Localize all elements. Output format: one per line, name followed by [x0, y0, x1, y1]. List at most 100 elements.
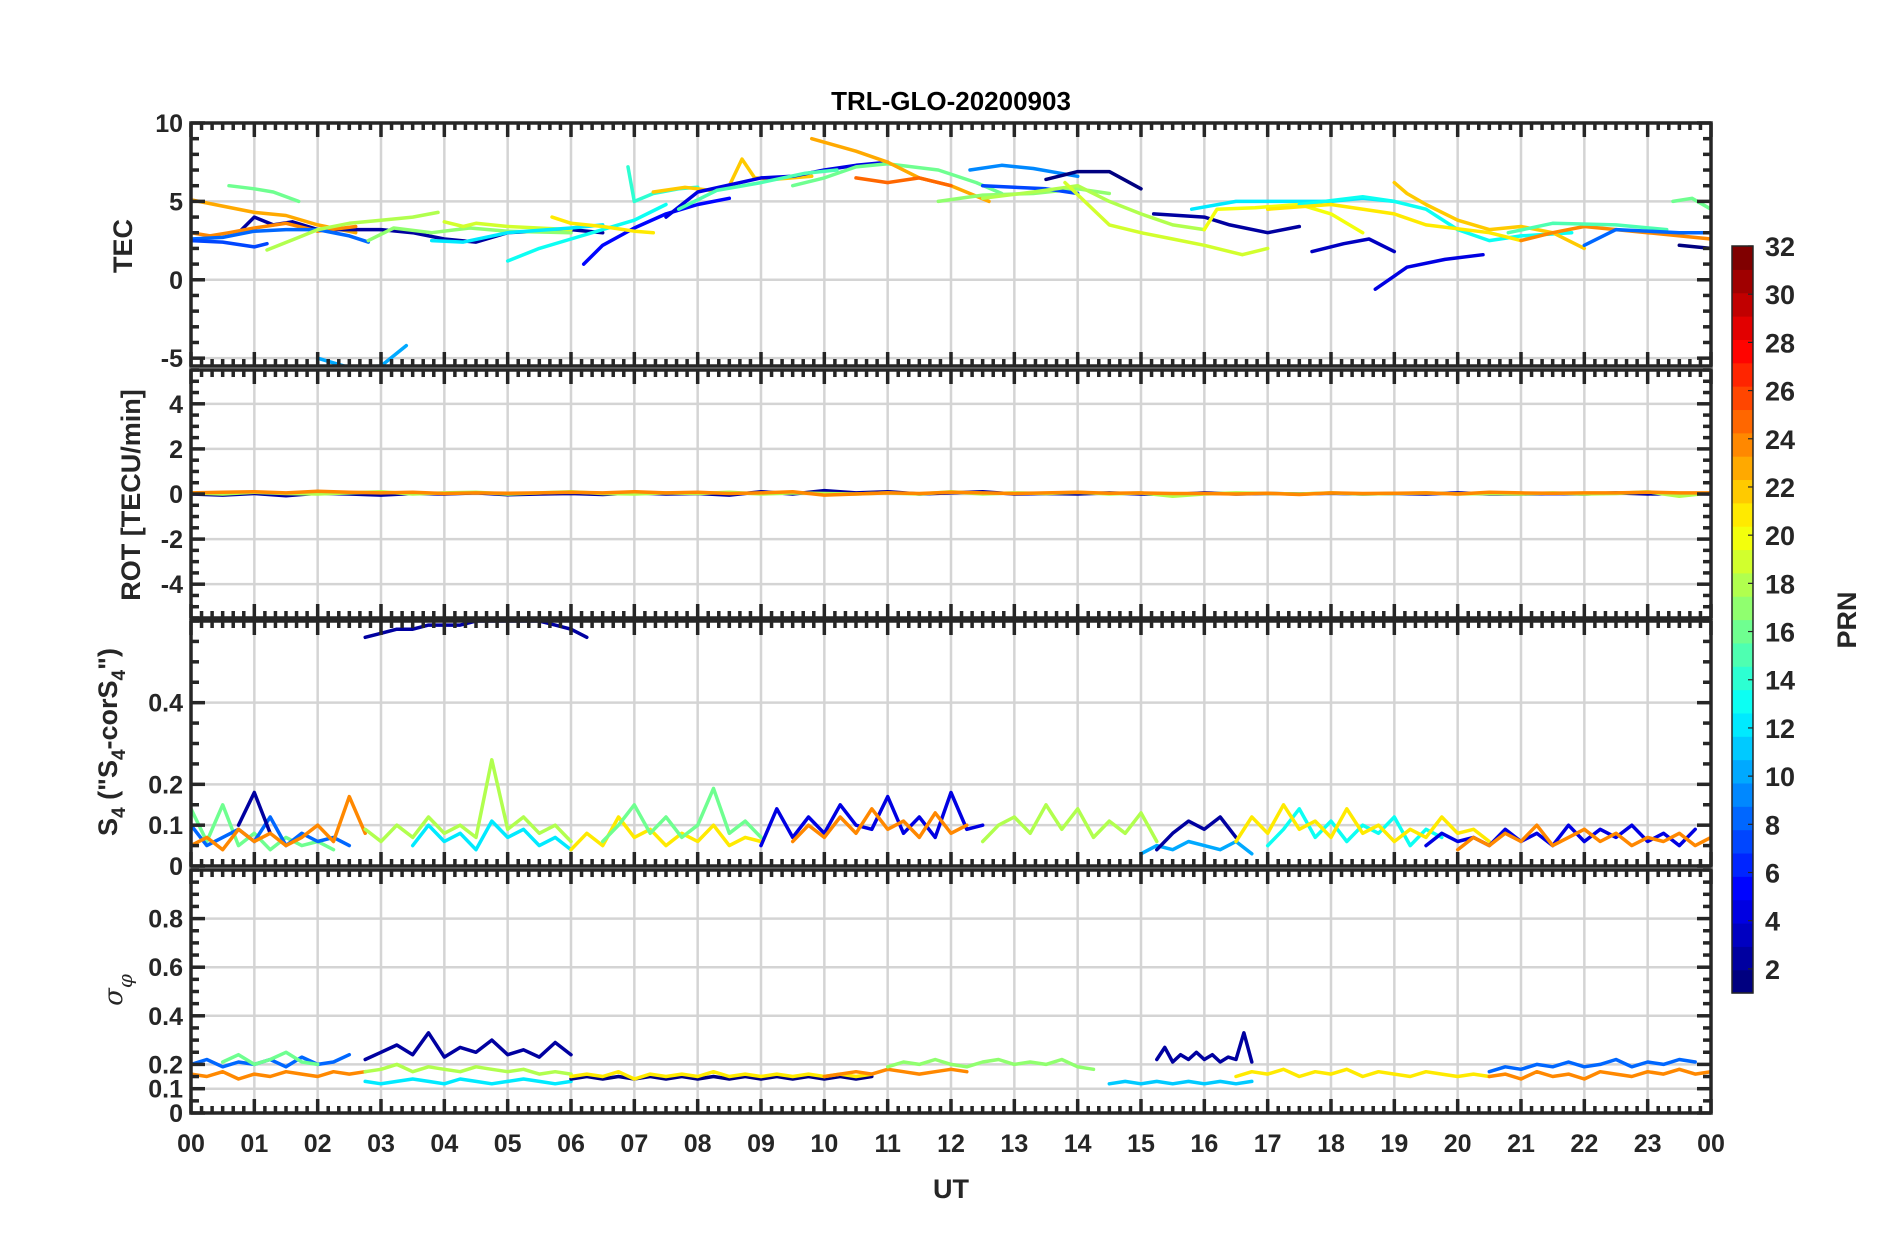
colorbar-tick-label: 18: [1765, 569, 1795, 599]
traces: [191, 136, 1711, 366]
y-tick-label: 10: [155, 110, 183, 138]
colorbar-band: [1732, 736, 1753, 761]
series-prn-22: [1392, 180, 1587, 251]
colorbar-tick-label: 2: [1765, 955, 1780, 985]
x-tick-label: 18: [1317, 1130, 1345, 1158]
colorbar-frame: [1731, 245, 1754, 994]
series-prn-11: [1107, 1079, 1254, 1086]
phi-subscript: φ: [113, 974, 137, 988]
y-tick-label: -4: [161, 571, 183, 599]
series-prn-24: [790, 807, 969, 844]
series-prn-2: [1151, 212, 1302, 235]
colorbar-tick-label: 26: [1765, 377, 1795, 407]
series-prn-21: [1234, 803, 1492, 844]
series-prn-2: [236, 790, 272, 836]
s4-label-cor: -corS: [93, 680, 123, 749]
colorbar-tick-label: 28: [1765, 328, 1795, 358]
colorbar-band: [1732, 432, 1753, 457]
y-tick-label: 5: [169, 188, 183, 216]
series-prn-16: [220, 1050, 320, 1067]
x-tick-label: 02: [304, 1130, 332, 1158]
series-prn-24: [191, 1069, 367, 1081]
colorbar-tick-label: 22: [1765, 473, 1795, 503]
colorbar-band: [1732, 316, 1753, 340]
y-tick-label: 0: [169, 853, 183, 881]
colorbar-band: [1732, 642, 1753, 667]
series-prn-8: [1582, 227, 1711, 248]
y-tick-label: 0.1: [148, 1076, 183, 1104]
colorbar-band: [1732, 619, 1753, 644]
y-tick-label: 0.2: [148, 1051, 183, 1079]
series-prn-21: [1265, 202, 1523, 243]
s4-label-mid: ("S: [93, 760, 123, 807]
series-prn-13: [1265, 807, 1444, 848]
sigma-symbol: σ: [99, 987, 129, 1006]
series-prn-5: [581, 196, 732, 266]
x-tick-label: 20: [1444, 1130, 1472, 1158]
colorbar-band: [1732, 689, 1753, 714]
series-prn-16: [227, 183, 301, 204]
series-prn-14: [626, 165, 700, 204]
series-prn-12: [363, 1077, 573, 1086]
colorbar-band: [1732, 549, 1753, 574]
series-prn-15: [1506, 221, 1669, 235]
colorbar-band: [1732, 409, 1753, 434]
colorbar-tick-label: 20: [1765, 521, 1795, 551]
axes-box: [189, 121, 1713, 368]
series-prn-16: [191, 803, 336, 852]
y-tick-label: 0.1: [148, 812, 183, 840]
series-prn-20: [1202, 202, 1365, 235]
series-prn-24: [191, 489, 1711, 497]
traces: [191, 1031, 1711, 1086]
colorbar-tick-label: 32: [1765, 232, 1795, 262]
y-tick-label: 0.4: [148, 690, 183, 718]
y-tick-label: 0.2: [148, 771, 183, 799]
series-prn-21: [569, 1069, 874, 1081]
y-tick-label: 0.6: [148, 954, 183, 982]
colorbar-tick-label: 10: [1765, 762, 1795, 792]
colorbar-band: [1732, 386, 1753, 411]
series-prn-2: [1155, 1031, 1254, 1064]
series-prn-24: [822, 1067, 969, 1079]
axes-box: [189, 868, 1713, 1115]
colorbar-band: [1732, 876, 1753, 901]
y-label-sigma-phi: σφ: [99, 974, 137, 1006]
series-prn-1: [569, 1074, 874, 1081]
colorbar-band: [1732, 339, 1753, 364]
x-tick-label: 03: [367, 1130, 395, 1158]
colorbar-band: [1732, 782, 1753, 807]
series-prn-16: [1671, 196, 1711, 211]
y-tick-label: 2: [169, 436, 183, 464]
y-tick-label: 0.8: [148, 906, 183, 934]
s4-label-sub2: 4: [109, 749, 130, 760]
x-tick-label: 05: [494, 1130, 522, 1158]
y-tick-label: 0.4: [148, 1003, 183, 1031]
series-prn-18: [363, 758, 573, 844]
x-tick-label: 14: [1064, 1130, 1092, 1158]
x-tick-label: 11: [874, 1130, 901, 1158]
colorbar-tick-label: 30: [1765, 280, 1795, 310]
series-prn-19: [1063, 180, 1270, 257]
x-tick-label: 15: [1127, 1130, 1155, 1158]
s4-label-s: S: [93, 818, 123, 836]
y-tick-label: -2: [161, 526, 183, 554]
x-tick-label: 22: [1570, 1130, 1598, 1158]
series-prn-24: [1487, 1067, 1711, 1081]
series-prn-3: [1310, 237, 1397, 254]
series-prn-24: [1455, 823, 1711, 852]
series-prn-13: [1297, 194, 1574, 243]
series-prn-24: [1519, 224, 1711, 243]
x-tick-label: 09: [747, 1130, 775, 1158]
series-prn-4: [759, 790, 985, 848]
series-prn-9: [968, 163, 1080, 179]
series-prn-24: [191, 794, 367, 852]
colorbar-band: [1732, 596, 1753, 621]
series-prn-2: [1155, 815, 1238, 852]
x-tick-label: 21: [1507, 1130, 1535, 1158]
panel-s4: 0 0.1 0.2 0.4: [148, 619, 1713, 881]
colorbar-band: [1732, 666, 1753, 691]
colorbar-band: [1732, 759, 1753, 784]
series-prn-1: [1044, 169, 1143, 191]
